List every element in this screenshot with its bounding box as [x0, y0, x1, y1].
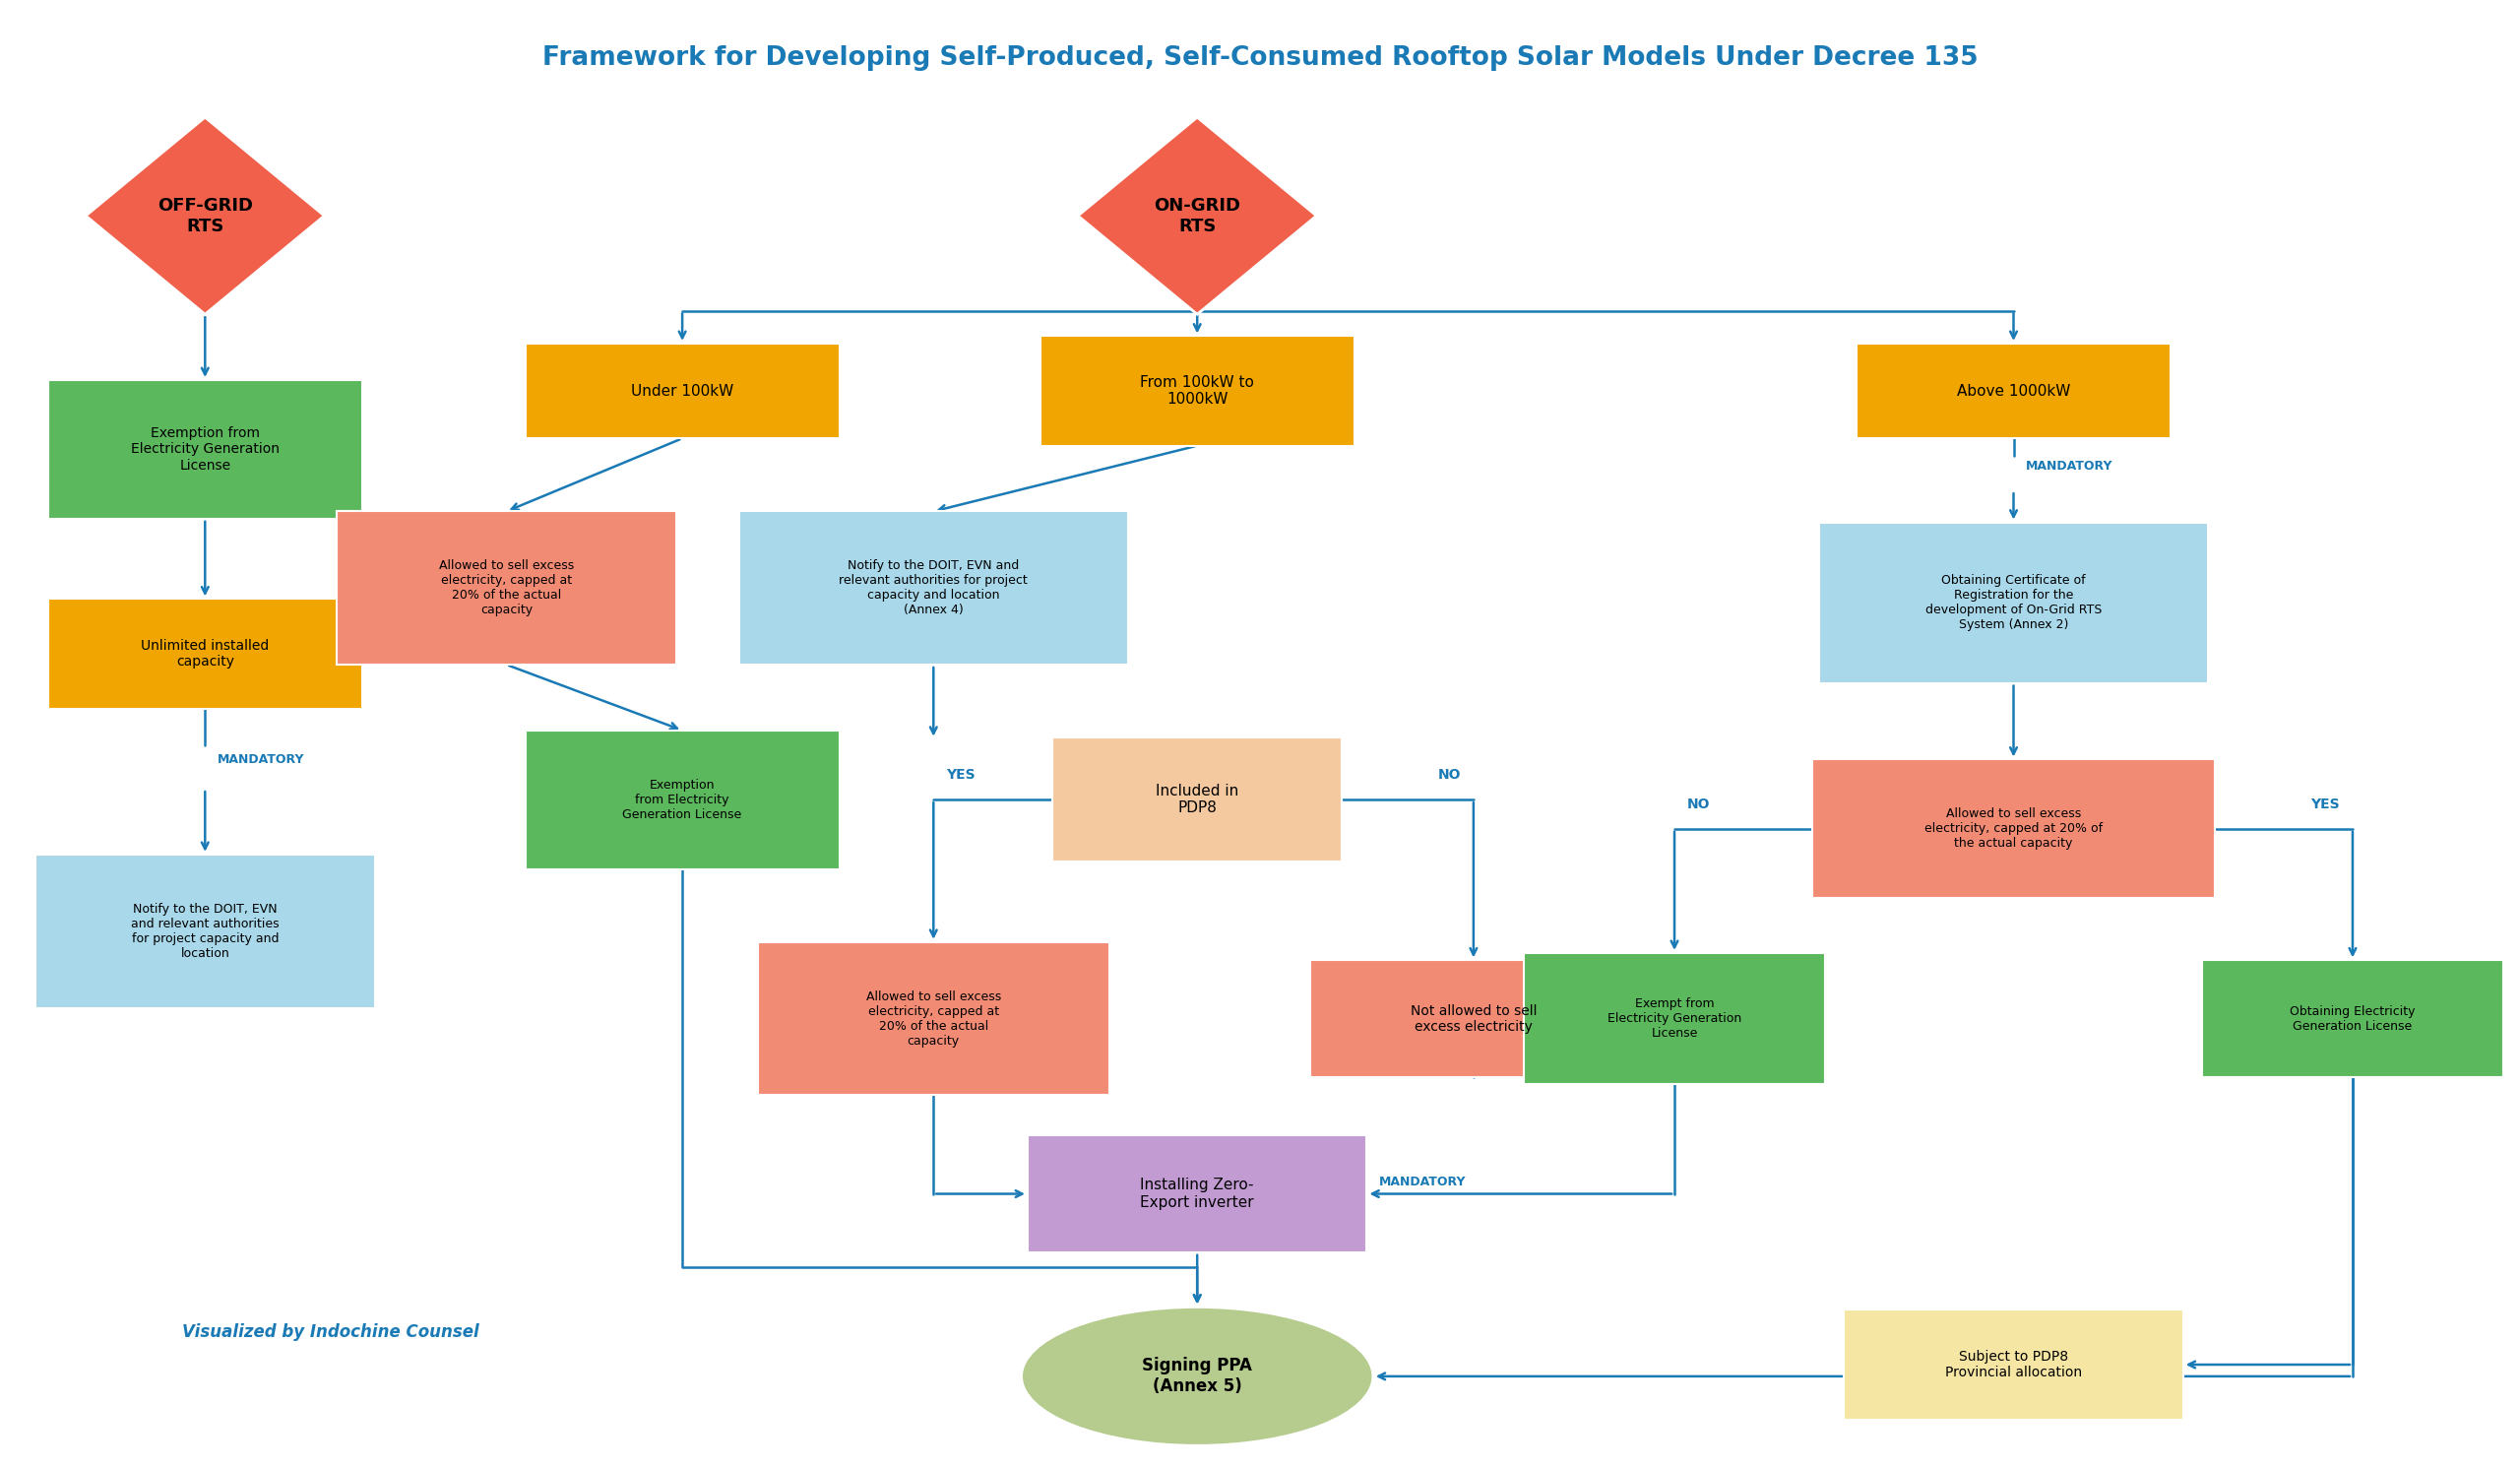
Text: YES: YES	[945, 768, 975, 782]
FancyBboxPatch shape	[1812, 759, 2215, 898]
FancyBboxPatch shape	[1845, 1309, 2182, 1420]
Text: YES: YES	[2311, 797, 2341, 812]
Text: Exemption from
Electricity Generation
License: Exemption from Electricity Generation Li…	[131, 427, 280, 473]
FancyBboxPatch shape	[1028, 1135, 1366, 1252]
FancyBboxPatch shape	[524, 731, 839, 869]
Text: MANDATORY: MANDATORY	[217, 753, 305, 766]
Ellipse shape	[1021, 1307, 1373, 1446]
FancyBboxPatch shape	[35, 854, 375, 1007]
Text: Allowed to sell excess
electricity, capped at
20% of the actual
capacity: Allowed to sell excess electricity, capp…	[438, 559, 575, 617]
Text: Exempt from
Electricity Generation
License: Exempt from Electricity Generation Licen…	[1608, 997, 1741, 1039]
Text: Notify to the DOIT, EVN and
relevant authorities for project
capacity and locati: Notify to the DOIT, EVN and relevant aut…	[839, 559, 1028, 617]
Text: Under 100kW: Under 100kW	[630, 383, 733, 398]
FancyBboxPatch shape	[759, 942, 1109, 1095]
Text: Above 1000kW: Above 1000kW	[1956, 383, 2071, 398]
Text: Subject to PDP8
Provincial allocation: Subject to PDP8 Provincial allocation	[1945, 1349, 2082, 1380]
Text: MANDATORY: MANDATORY	[2026, 459, 2114, 473]
FancyBboxPatch shape	[1525, 953, 1824, 1085]
Polygon shape	[86, 117, 325, 314]
FancyBboxPatch shape	[1041, 336, 1353, 446]
Text: NO: NO	[1439, 768, 1462, 782]
FancyBboxPatch shape	[524, 344, 839, 439]
FancyBboxPatch shape	[48, 599, 363, 709]
Text: NO: NO	[1686, 797, 1711, 812]
Text: Framework for Developing Self-Produced, Self-Consumed Rooftop Solar Models Under: Framework for Developing Self-Produced, …	[542, 46, 1978, 70]
Text: Notify to the DOIT, EVN
and relevant authorities
for project capacity and
locati: Notify to the DOIT, EVN and relevant aut…	[131, 903, 280, 960]
FancyBboxPatch shape	[1819, 523, 2208, 683]
FancyBboxPatch shape	[1310, 960, 1638, 1078]
Text: From 100kW to
1000kW: From 100kW to 1000kW	[1139, 374, 1255, 407]
Text: OFF-GRID
RTS: OFF-GRID RTS	[156, 197, 252, 235]
Text: Included in
PDP8: Included in PDP8	[1157, 784, 1240, 816]
Text: Visualized by Indochine Counsel: Visualized by Indochine Counsel	[181, 1324, 479, 1342]
FancyBboxPatch shape	[738, 511, 1129, 665]
FancyBboxPatch shape	[1857, 344, 2170, 439]
Text: Signing PPA
(Annex 5): Signing PPA (Annex 5)	[1142, 1358, 1252, 1396]
Text: ON-GRID
RTS: ON-GRID RTS	[1154, 197, 1240, 235]
Text: Allowed to sell excess
electricity, capped at 20% of
the actual capacity: Allowed to sell excess electricity, capp…	[1925, 807, 2102, 850]
Text: Unlimited installed
capacity: Unlimited installed capacity	[141, 639, 270, 668]
Text: Exemption
from Electricity
Generation License: Exemption from Electricity Generation Li…	[622, 778, 741, 821]
Text: Allowed to sell excess
electricity, capped at
20% of the actual
capacity: Allowed to sell excess electricity, capp…	[867, 989, 1000, 1047]
FancyBboxPatch shape	[2202, 960, 2502, 1078]
Text: Not allowed to sell
excess electricity: Not allowed to sell excess electricity	[1411, 1004, 1537, 1033]
FancyBboxPatch shape	[1053, 737, 1341, 862]
FancyBboxPatch shape	[338, 511, 675, 665]
Text: Installing Zero-
Export inverter: Installing Zero- Export inverter	[1139, 1177, 1255, 1210]
Text: Obtaining Electricity
Generation License: Obtaining Electricity Generation License	[2291, 1006, 2414, 1032]
Text: MANDATORY: MANDATORY	[1378, 1176, 1467, 1189]
Polygon shape	[1079, 117, 1315, 314]
FancyBboxPatch shape	[48, 380, 363, 518]
Text: Obtaining Certificate of
Registration for the
development of On-Grid RTS
System : Obtaining Certificate of Registration fo…	[1925, 574, 2102, 631]
